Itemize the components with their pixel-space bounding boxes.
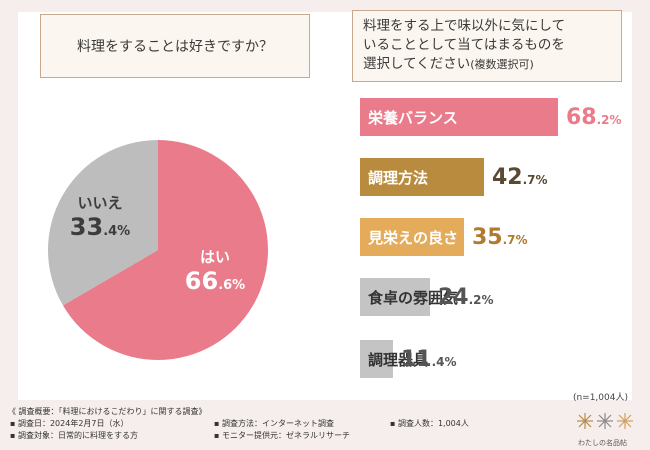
bar-value-method-dec: .7% (522, 172, 548, 187)
pie-label-yes: はい 66.6% (170, 246, 260, 300)
bar-row-method: 調理方法 42.7% (360, 158, 548, 196)
bar-value-appearance-dec: .7% (502, 232, 528, 247)
bar-value-atmosphere-main: 24 (438, 284, 469, 310)
bar-atmosphere: 食卓の雰囲気 (360, 278, 458, 316)
bar-question-line1: 料理をする上で味以外に気にして (363, 18, 566, 34)
bar-value-atmosphere: 24.2% (438, 285, 494, 310)
footer-provider: ▪ モニター提供元：ゼネラルリサーチ (214, 431, 350, 440)
bar-row-appearance: 見栄えの良さ 35.7% (360, 218, 528, 256)
bar-value-nutrition-dec: .2% (596, 112, 622, 127)
bar-row-atmosphere: 食卓の雰囲気 24.2% (360, 278, 494, 316)
bar-method: 調理方法 (360, 158, 484, 196)
bar-value-utensils: 11.4% (401, 347, 457, 372)
footer-count: ▪ 調査人数：1,004人 (390, 419, 469, 428)
bar-label-utensils: 調理器具 (368, 350, 429, 369)
bar-row-utensils: 調理器具 11.4% (360, 340, 457, 378)
footer-method: ▪ 調査方法：インターネット調査 (214, 419, 334, 428)
bar-label-appearance: 見栄えの良さ (368, 228, 459, 247)
bar-value-utensils-dec: .4% (431, 354, 457, 369)
bar-value-nutrition-main: 68 (566, 104, 597, 130)
bar-label-nutrition: 栄養バランス (368, 108, 458, 127)
pie-label-no: いいえ 33.4% (52, 192, 148, 246)
footer-title: 《 調査概要：「料理におけるこだわり」に関する調査》 (8, 407, 207, 416)
pie-question: 料理をすることは好きですか？ (40, 14, 310, 78)
pie-label-yes-name: はい (199, 248, 230, 266)
pie-label-no-main: 33 (69, 213, 104, 241)
pie-chart (47, 140, 269, 360)
bar-question: 料理をする上で味以外に気にして いることとして当てはまるものを 選択してください… (352, 10, 622, 82)
bar-row-nutrition: 栄養バランス 68.2% (360, 98, 622, 136)
pie-question-text: 料理をすることは好きですか？ (77, 39, 273, 55)
bar-question-line3: 選択してください(複数選択可) (363, 55, 611, 74)
bar-value-appearance-main: 35 (472, 224, 503, 250)
bar-utensils: 調理器具 (360, 340, 428, 378)
bar-value-method-main: 42 (492, 164, 523, 190)
bar-value-appearance: 35.7% (472, 225, 528, 250)
pie-label-no-dec: .4% (103, 224, 131, 239)
pie-label-no-name: いいえ (77, 194, 123, 212)
bar-appearance: 見栄えの良さ (360, 218, 464, 256)
bar-question-line2: いることとして当てはまるものを (363, 37, 565, 53)
bar-question-sub: (複数選択可) (470, 58, 534, 71)
pie-slice-yes (62, 140, 269, 360)
bar-value-nutrition: 68.2% (566, 105, 622, 130)
sample-size-note: (n=1,004人) (572, 393, 628, 403)
pie-slice-no (47, 140, 158, 306)
bar-value-method: 42.7% (492, 165, 548, 190)
pie-label-yes-dec: .6% (218, 278, 246, 293)
bar-label-atmosphere: 食卓の雰囲気 (368, 288, 459, 307)
bar-value-utensils-main: 11 (401, 346, 432, 372)
bar-value-atmosphere-dec: .2% (468, 292, 494, 307)
bar-question-line3-main: 選択してください (363, 56, 471, 72)
bar-nutrition: 栄養バランス (360, 98, 558, 136)
brand-logo-icon (577, 413, 633, 429)
pie-label-yes-main: 66 (184, 267, 219, 295)
brand-logo-text: わたしの名品帖 (578, 439, 627, 447)
footer-date: ▪ 調査日：2024年2月7日（水） (10, 419, 129, 428)
pie-label-yes-value: 66.6% (170, 267, 260, 300)
bar-label-method: 調理方法 (368, 168, 429, 187)
pie-label-no-value: 33.4% (52, 213, 148, 246)
footer-target: ▪ 調査対象：日常的に料理をする方 (10, 431, 138, 440)
